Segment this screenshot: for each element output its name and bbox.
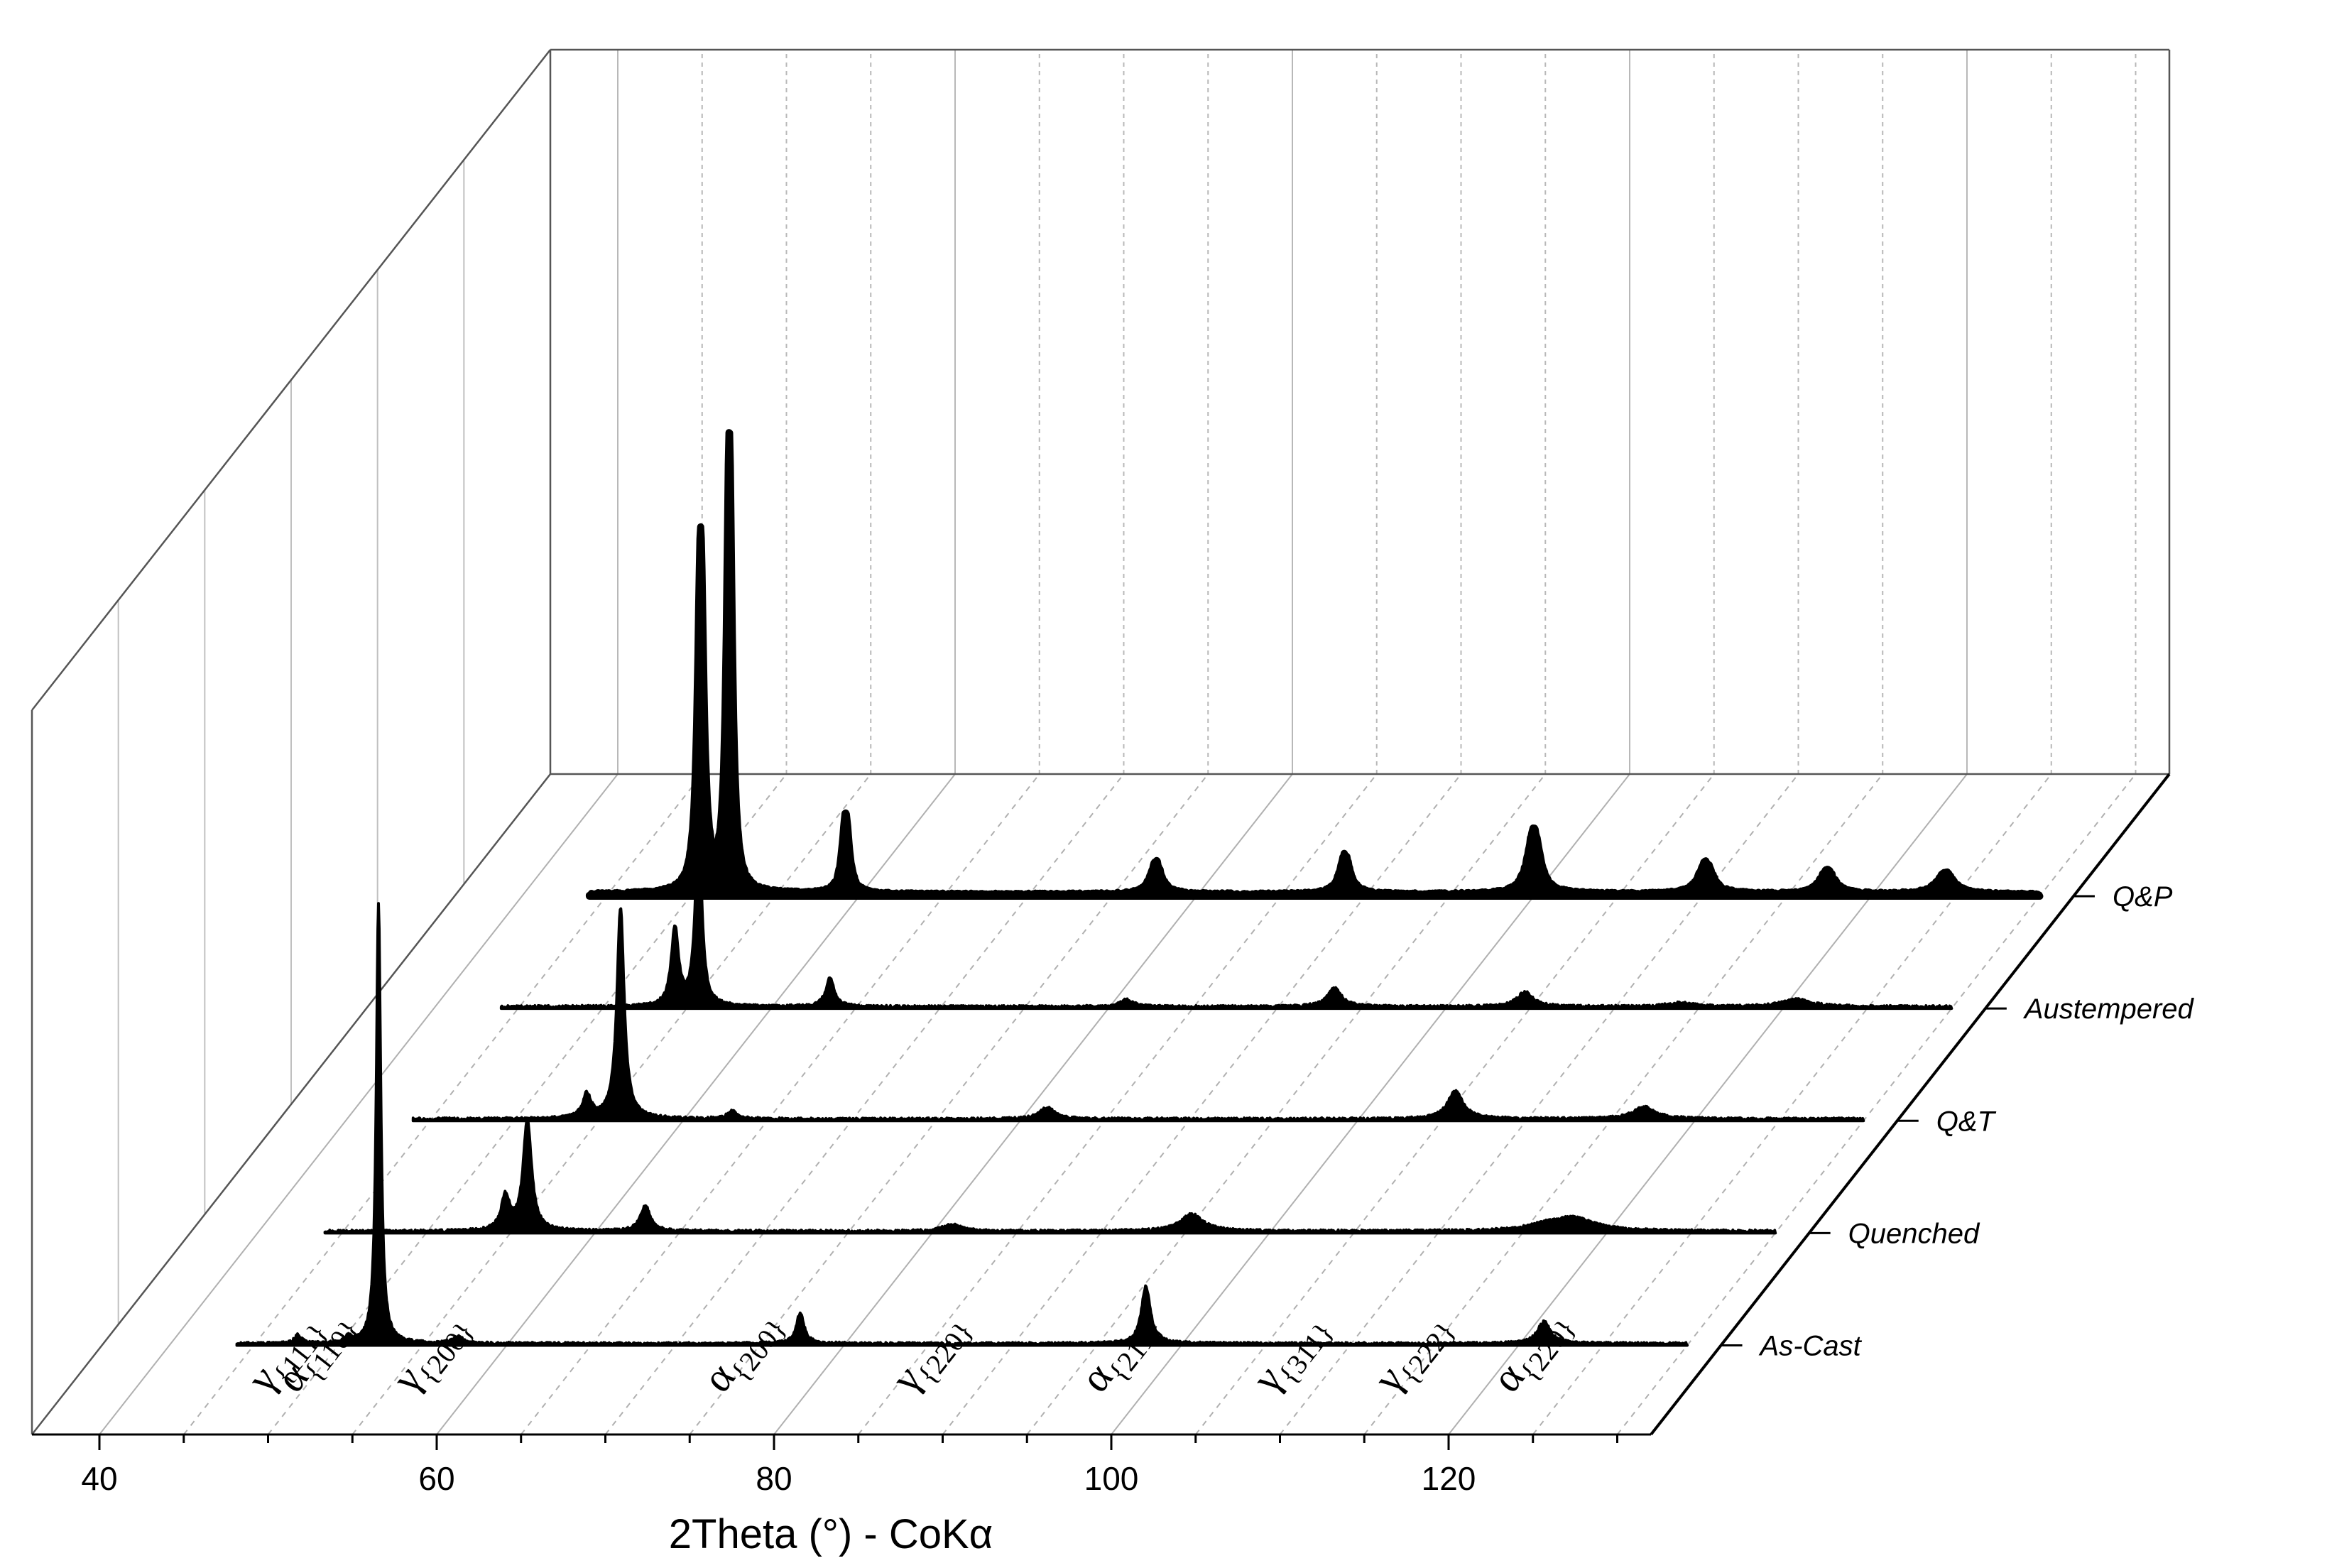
peak-index-label: γ{222} [1364, 1302, 1462, 1405]
peak-index-label: α{220} [1483, 1299, 1582, 1405]
series-label: Q&T [1936, 1106, 1997, 1137]
series-label: Austempered [2023, 993, 2195, 1025]
peak-index-label: γ{311} [1243, 1302, 1340, 1405]
x-tick-label: 100 [1084, 1460, 1139, 1497]
floor-grid-line [943, 774, 1461, 1434]
series-trace-q-t [413, 909, 1864, 1121]
x-tick-label: 120 [1422, 1460, 1476, 1497]
series-label: Quenched [1848, 1218, 1980, 1249]
series-label: Q&P [2113, 881, 2173, 913]
floor-grid-line [1618, 774, 2136, 1434]
peak-index-label: γ{220} [882, 1302, 980, 1405]
series-trace-q-p [589, 432, 2040, 896]
x-tick-label: 40 [81, 1460, 117, 1497]
x-tick-label: 80 [756, 1460, 792, 1497]
x-tick-label: 60 [418, 1460, 454, 1497]
peak-index-label: α{200} [693, 1299, 792, 1405]
series-trace-as-cast [237, 903, 1688, 1345]
x-axis-title: 2Theta (°) - CoKα [669, 1511, 993, 1557]
labels-group: Q&P Austempered Q&T Quenched As-Cast 40 60 80 10… [81, 881, 2194, 1497]
peak-index-label: γ{200} [383, 1302, 481, 1405]
series-group [237, 432, 2040, 1345]
depth-axis-line [1651, 774, 2169, 1434]
floor-grid-line [1027, 774, 1545, 1434]
series-trace-quenched [325, 1119, 1776, 1233]
series-label: As-Cast [1759, 1330, 1863, 1361]
